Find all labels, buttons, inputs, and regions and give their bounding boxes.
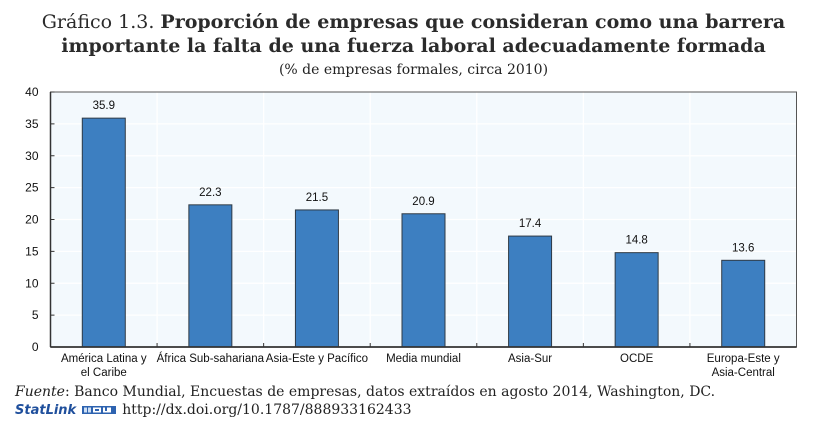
statlink-row: StatLink http://dx.doi.org/10.1787/88893… xyxy=(15,402,412,418)
data-label: 13.6 xyxy=(732,242,754,254)
x-tick-label-line: Asia-Sur xyxy=(508,353,552,365)
bar xyxy=(401,213,446,348)
y-tick-label: 35 xyxy=(25,117,39,131)
chart-number: Gráfico 1.3. xyxy=(41,11,155,33)
data-label: 14.8 xyxy=(625,235,647,247)
source-text: : Banco Mundial, Encuestas de empresas, … xyxy=(64,384,716,400)
x-tick-label-line: América Latina y xyxy=(61,353,147,365)
data-label: 22.3 xyxy=(199,187,221,199)
x-tick-label: OCDE xyxy=(620,353,654,365)
chart-title-text: Proporción de empresas que consideran co… xyxy=(160,11,786,33)
bar xyxy=(188,204,233,348)
bar xyxy=(614,252,659,348)
chart-title-line-1: Gráfico 1.3. Proporción de empresas que … xyxy=(0,10,827,34)
source-label: Fuente xyxy=(15,384,65,400)
y-tick-label: 20 xyxy=(25,213,39,227)
x-tick-label: Asia-Este y Pacífico xyxy=(266,353,368,365)
bar-chart: 35.9 22.3 21.5 20.9 17.4 14.8 13.6 0 5 10 15 20 25 30… xyxy=(25,85,797,379)
x-tick-label-line: Europa-Este y xyxy=(707,353,780,365)
statlink-label[interactable]: StatLink xyxy=(15,402,77,418)
x-tick-label-line: Asia-Central xyxy=(712,367,775,379)
x-tick-label: América Latina y el Caribe xyxy=(61,353,147,379)
y-tick-label: 40 xyxy=(25,85,39,99)
x-tick-label-line: el Caribe xyxy=(81,367,127,379)
x-tick-label: África Sub-sahariana xyxy=(157,352,265,365)
x-tick-label: Asia-Sur xyxy=(508,353,552,365)
y-tick-label: 15 xyxy=(25,244,39,258)
data-label: 20.9 xyxy=(412,196,434,208)
statlink-logo-icon[interactable] xyxy=(82,405,117,415)
x-tick-label: Europa-Este y Asia-Central xyxy=(707,353,780,379)
bar xyxy=(81,117,126,348)
bar xyxy=(721,259,766,348)
y-tick-label: 25 xyxy=(25,181,39,195)
data-label: 17.4 xyxy=(519,218,542,230)
source-note: Fuente: Banco Mundial, Encuestas de empr… xyxy=(15,384,715,400)
x-tick-label-line: Asia-Este y Pacífico xyxy=(266,353,368,365)
statlink-url-link[interactable]: http://dx.doi.org/10.1787/888933162433 xyxy=(122,402,412,418)
data-label: 35.9 xyxy=(93,100,115,112)
x-tick-label-line: OCDE xyxy=(620,353,654,365)
chart-title-line-2: importante la falta de una fuerza labora… xyxy=(61,35,766,57)
bar xyxy=(294,209,339,348)
y-tick-label: 30 xyxy=(25,149,39,163)
x-tick-label-line: Media mundial xyxy=(386,353,461,365)
x-tick-label: Media mundial xyxy=(386,353,461,365)
chart-subtitle: (% de empresas formales, circa 2010) xyxy=(278,62,549,78)
data-label: 21.5 xyxy=(306,192,328,204)
y-tick-label: 10 xyxy=(25,276,39,290)
y-tick-label: 0 xyxy=(32,340,39,354)
bar xyxy=(508,235,553,348)
y-tick-label: 5 xyxy=(32,308,39,322)
x-tick-label-line: África Sub-sahariana xyxy=(157,352,265,365)
